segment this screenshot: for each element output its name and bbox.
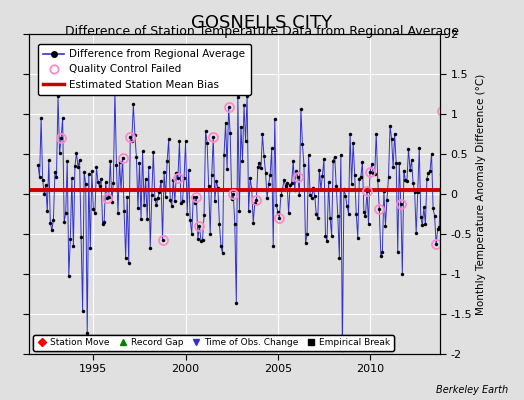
Text: Berkeley Earth: Berkeley Earth	[436, 385, 508, 395]
Y-axis label: Monthly Temperature Anomaly Difference (°C): Monthly Temperature Anomaly Difference (…	[476, 73, 486, 315]
Legend: Station Move, Record Gap, Time of Obs. Change, Empirical Break: Station Move, Record Gap, Time of Obs. C…	[34, 335, 394, 351]
Text: Difference of Station Temperature Data from Regional Average: Difference of Station Temperature Data f…	[65, 25, 459, 38]
Text: GOSNELLS CITY: GOSNELLS CITY	[191, 14, 333, 32]
